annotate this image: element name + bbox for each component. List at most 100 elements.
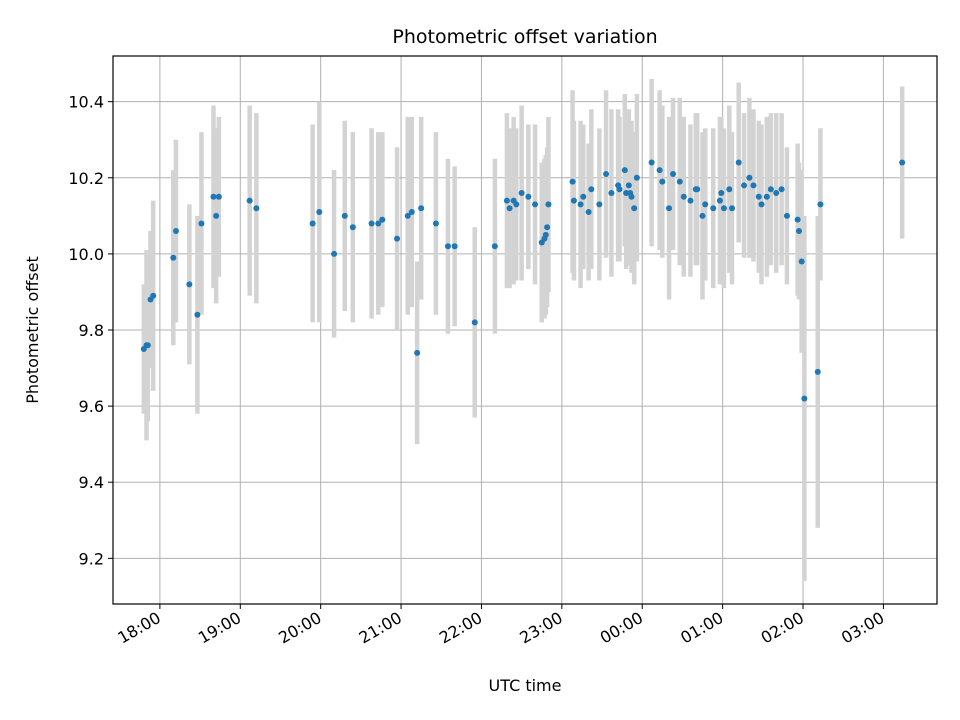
data-point: [585, 209, 592, 216]
data-point: [503, 197, 510, 204]
data-point: [368, 220, 375, 227]
data-point: [758, 201, 765, 208]
data-point: [746, 174, 753, 181]
data-point: [718, 190, 725, 196]
data-point: [316, 209, 323, 216]
chart-title: Photometric offset variation: [392, 26, 657, 48]
data-point: [513, 201, 520, 208]
y-axis-ticks: 9.2 9.4 9.6 9.8 10.0 10.2 10.4: [68, 93, 113, 568]
y-tick-label: 10.0: [68, 245, 104, 264]
x-axis-label: UTC time: [489, 676, 562, 695]
y-axis-label: Photometric offset: [23, 256, 42, 404]
data-point: [633, 174, 640, 181]
data-point: [506, 205, 513, 212]
data-point: [545, 201, 552, 208]
data-point: [755, 193, 762, 200]
y-tick-label: 9.2: [79, 549, 104, 568]
data-point: [577, 201, 584, 208]
data-point: [659, 178, 666, 185]
data-point: [144, 342, 151, 349]
data-point: [814, 368, 821, 375]
data-point: [451, 243, 458, 250]
data-point: [349, 224, 356, 231]
data-point: [676, 178, 683, 185]
data-point: [783, 212, 790, 219]
data-point: [542, 231, 549, 238]
data-point: [532, 201, 539, 208]
data-point: [817, 201, 824, 208]
data-point: [773, 190, 780, 196]
data-point: [588, 186, 595, 193]
data-point: [720, 205, 727, 212]
data-point: [899, 159, 906, 166]
data-point: [801, 395, 808, 402]
data-point: [404, 212, 411, 219]
data-point: [794, 216, 801, 223]
y-tick-label: 9.4: [79, 473, 104, 492]
y-tick-label: 9.8: [79, 321, 104, 340]
data-point: [670, 170, 677, 177]
data-point: [375, 220, 382, 227]
data-point: [735, 159, 742, 166]
data-point: [767, 186, 774, 193]
data-point: [394, 235, 401, 242]
data-point: [569, 178, 576, 185]
data-point: [616, 186, 623, 193]
data-point: [710, 205, 717, 212]
data-point: [170, 254, 177, 261]
data-points: [140, 159, 906, 402]
data-point: [186, 281, 193, 288]
data-point: [763, 193, 770, 200]
data-point: [570, 197, 577, 204]
data-point: [414, 349, 421, 356]
y-tick-label: 9.6: [79, 397, 104, 416]
data-point: [518, 190, 525, 196]
data-point: [628, 193, 635, 200]
data-point: [648, 159, 655, 166]
data-point: [687, 197, 694, 204]
data-point: [246, 197, 253, 204]
y-tick-label: 10.4: [68, 93, 104, 112]
data-point: [631, 205, 638, 212]
data-point: [580, 193, 587, 200]
data-point: [444, 243, 451, 250]
data-point: [172, 228, 179, 235]
data-point: [194, 311, 201, 318]
data-point: [726, 186, 733, 193]
data-point: [408, 209, 415, 216]
data-point: [621, 167, 628, 174]
data-point: [729, 205, 736, 212]
data-point: [741, 182, 748, 189]
data-point: [795, 228, 802, 235]
data-point: [471, 319, 478, 326]
data-point: [596, 201, 603, 208]
data-point: [491, 243, 498, 250]
data-point: [432, 220, 439, 227]
y-tick-label: 10.2: [68, 169, 104, 188]
data-point: [608, 190, 615, 196]
data-point: [331, 250, 338, 257]
data-point: [778, 186, 785, 193]
data-point: [253, 205, 260, 212]
data-point: [215, 193, 222, 200]
data-point: [666, 205, 673, 212]
data-point: [699, 212, 706, 219]
data-point: [379, 216, 386, 223]
data-point: [603, 170, 610, 177]
data-point: [341, 212, 348, 219]
data-point: [150, 292, 157, 299]
data-point: [694, 186, 701, 193]
data-point: [418, 205, 425, 212]
data-point: [309, 220, 316, 227]
data-point: [750, 182, 757, 189]
data-point: [716, 197, 723, 204]
data-point: [213, 212, 220, 219]
data-point: [210, 193, 217, 200]
data-point: [656, 167, 663, 174]
data-point: [680, 193, 687, 200]
data-point: [544, 224, 551, 231]
data-point: [798, 258, 805, 265]
data-point: [702, 201, 709, 208]
data-point: [525, 193, 532, 200]
